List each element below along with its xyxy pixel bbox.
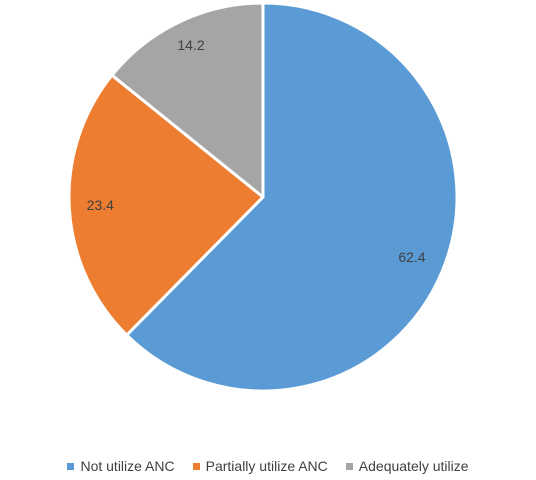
legend-label-partially-utilize: Partially utilize ANC — [205, 458, 328, 474]
legend-swatch-partially-utilize — [192, 462, 200, 470]
legend-swatch-not-utilize — [67, 462, 75, 470]
legend-item-partially-utilize: Partially utilize ANC — [192, 458, 328, 474]
pie-slices — [67, 1, 459, 393]
data-label-adequately-utilize: 14.2 — [177, 37, 204, 53]
legend-label-adequately-utilize: Adequately utilize — [358, 458, 469, 474]
legend-swatch-adequately-utilize — [345, 462, 353, 470]
data-label-partially-utilize: 23.4 — [87, 197, 114, 213]
pie-slice-adequately-utilize — [110, 1, 265, 199]
legend-item-adequately-utilize: Adequately utilize — [345, 458, 469, 474]
chart-legend: Not utilize ANC Partially utilize ANC Ad… — [0, 456, 536, 476]
pie-data-labels: 62.4 23.4 14.2 — [87, 37, 426, 265]
legend-label-not-utilize: Not utilize ANC — [80, 458, 175, 474]
pie-slice-not-utilize — [125, 1, 459, 393]
data-label-not-utilize: 62.4 — [398, 249, 425, 265]
legend-item-not-utilize: Not utilize ANC — [67, 458, 175, 474]
pie-slice-partially-utilize — [67, 73, 265, 337]
